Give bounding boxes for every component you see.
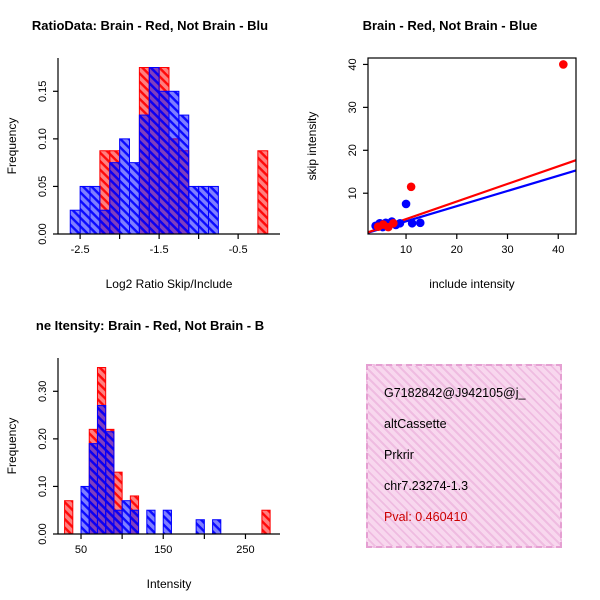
data-point-not-brain-blue: [407, 218, 417, 228]
histogram-bar-not-brain-blue: [158, 90, 170, 235]
histogram-bar-not-brain-blue: [105, 431, 115, 535]
histogram-bar-not-brain-blue: [178, 114, 190, 235]
y-tick-label: 0.20: [37, 428, 49, 449]
x-tick-label: 30: [501, 244, 513, 256]
histogram-bar-not-brain-blue: [162, 509, 172, 535]
gene-intensity-histogram-chart: 50 150 250 0.00 0.10 0.20 0.30 Intensity Frequen…: [5, 358, 280, 591]
data-point-brain-red: [406, 182, 416, 192]
histogram-bar-not-brain-blue: [212, 519, 222, 535]
histogram-bar-not-brain-blue: [168, 90, 180, 235]
histogram-bar-not-brain-blue: [99, 209, 111, 235]
x-tick-label: 150: [154, 544, 172, 556]
x-tick-label: -0.5: [229, 244, 248, 256]
histogram-bar-not-brain-blue: [188, 185, 200, 235]
y-axis-title: skip intensity: [305, 112, 319, 181]
x-axis-title: Log2 Ratio Skip/Include: [106, 277, 233, 291]
histogram-bar-not-brain-blue: [208, 185, 219, 235]
x-tick-label: 40: [552, 244, 564, 256]
data-point-not-brain-blue: [395, 218, 405, 228]
histogram-bar-not-brain-blue: [121, 500, 131, 535]
y-tick-label: 20: [347, 144, 359, 156]
info-line-event-type: altCassette: [384, 417, 447, 431]
histogram-bar-not-brain-blue: [80, 485, 90, 535]
panel-ratio-histogram: RatioData: Brain - Red, Not Brain - Blu …: [0, 0, 300, 300]
y-tick-label: 30: [347, 101, 359, 113]
histogram-bar-not-brain-blue: [195, 519, 205, 535]
data-point-not-brain-blue: [401, 199, 411, 209]
y-axis-title: Frequency: [5, 118, 19, 175]
histogram-bar-brain-red: [64, 500, 74, 535]
y-tick-label: 0.10: [37, 128, 49, 149]
panel-gene-intensity-histogram: ne Itensity: Brain - Red, Not Brain - B …: [0, 300, 300, 600]
chart-title-gene-intensity: ne Itensity: Brain - Red, Not Brain - B: [35, 318, 265, 333]
histogram-bar-not-brain-blue: [88, 443, 98, 535]
panel-info: G7182842@J942105@j_ altCassette Prkrir c…: [300, 300, 600, 600]
plot-box: [367, 57, 577, 235]
y-tick-label: 0.30: [37, 381, 49, 402]
x-tick-label: 10: [400, 244, 412, 256]
histogram-bar-not-brain-blue: [138, 114, 150, 235]
data-point-brain-red: [559, 60, 568, 69]
y-tick-label: 0.00: [37, 523, 49, 544]
x-axis-title: Intensity: [147, 577, 192, 591]
info-line-gene: Prkrir: [384, 448, 414, 462]
info-box: G7182842@J942105@j_ altCassette Prkrir c…: [366, 364, 562, 548]
x-tick-label: 50: [75, 544, 87, 556]
y-tick-label: 0.00: [37, 223, 49, 244]
y-axis-title: Frequency: [5, 418, 19, 475]
x-tick-label: -1.5: [150, 244, 169, 256]
ratio-histogram-chart: -2.5 -1.5 -0.5 0.00 0.05 0.10 0.15 Log2 Ratio S…: [5, 58, 280, 291]
histogram-bar-not-brain-blue: [96, 405, 107, 535]
x-tick-label: 250: [236, 544, 254, 556]
y-tick-label: 0.05: [37, 176, 49, 197]
histogram-bar-not-brain-blue: [146, 509, 156, 535]
info-line-pval: Pval: 0.460410: [384, 510, 468, 524]
histogram-bar-not-brain-blue: [128, 162, 140, 235]
data-point-not-brain-blue: [415, 218, 425, 228]
info-line-locus: chr7.23274-1.3: [384, 479, 469, 493]
intensity-scatter-chart: 10 20 30 40 10 20 30 40 include intensity skip in…: [305, 57, 577, 291]
histogram-bar-not-brain-blue: [113, 509, 123, 535]
chart-title-ratio: RatioData: Brain - Red, Not Brain - Blu: [31, 18, 269, 33]
chart-title-scatter: Brain - Red, Not Brain - Blue: [362, 18, 538, 33]
x-axis-title: include intensity: [429, 277, 514, 291]
histogram-bar-not-brain-blue: [198, 185, 210, 235]
histogram-bar-not-brain-blue: [79, 185, 91, 235]
histogram-bar-brain-red: [257, 150, 269, 235]
y-tick-label: 40: [347, 58, 359, 70]
histogram-bar-not-brain-blue: [119, 138, 130, 235]
info-line-event-id: G7182842@J942105@j_: [384, 386, 526, 400]
y-tick-label: 0.15: [37, 81, 49, 102]
y-tick-label: 10: [347, 187, 359, 199]
x-tick-label: -2.5: [71, 244, 90, 256]
histogram-bar-not-brain-blue: [129, 509, 140, 535]
histogram-bar-not-brain-blue: [148, 67, 160, 235]
data-point-brain-red: [389, 218, 398, 228]
histogram-bar-brain-red: [261, 509, 271, 535]
histogram-bar-not-brain-blue: [89, 185, 101, 235]
y-tick-label: 0.10: [37, 476, 49, 497]
histogram-bar-not-brain-blue: [69, 209, 81, 235]
histogram-bar-not-brain-blue: [109, 162, 121, 235]
panel-intensity-scatter: Brain - Red, Not Brain - Blue 10 20 30 40 10…: [300, 0, 600, 300]
x-tick-label: 20: [451, 244, 463, 256]
